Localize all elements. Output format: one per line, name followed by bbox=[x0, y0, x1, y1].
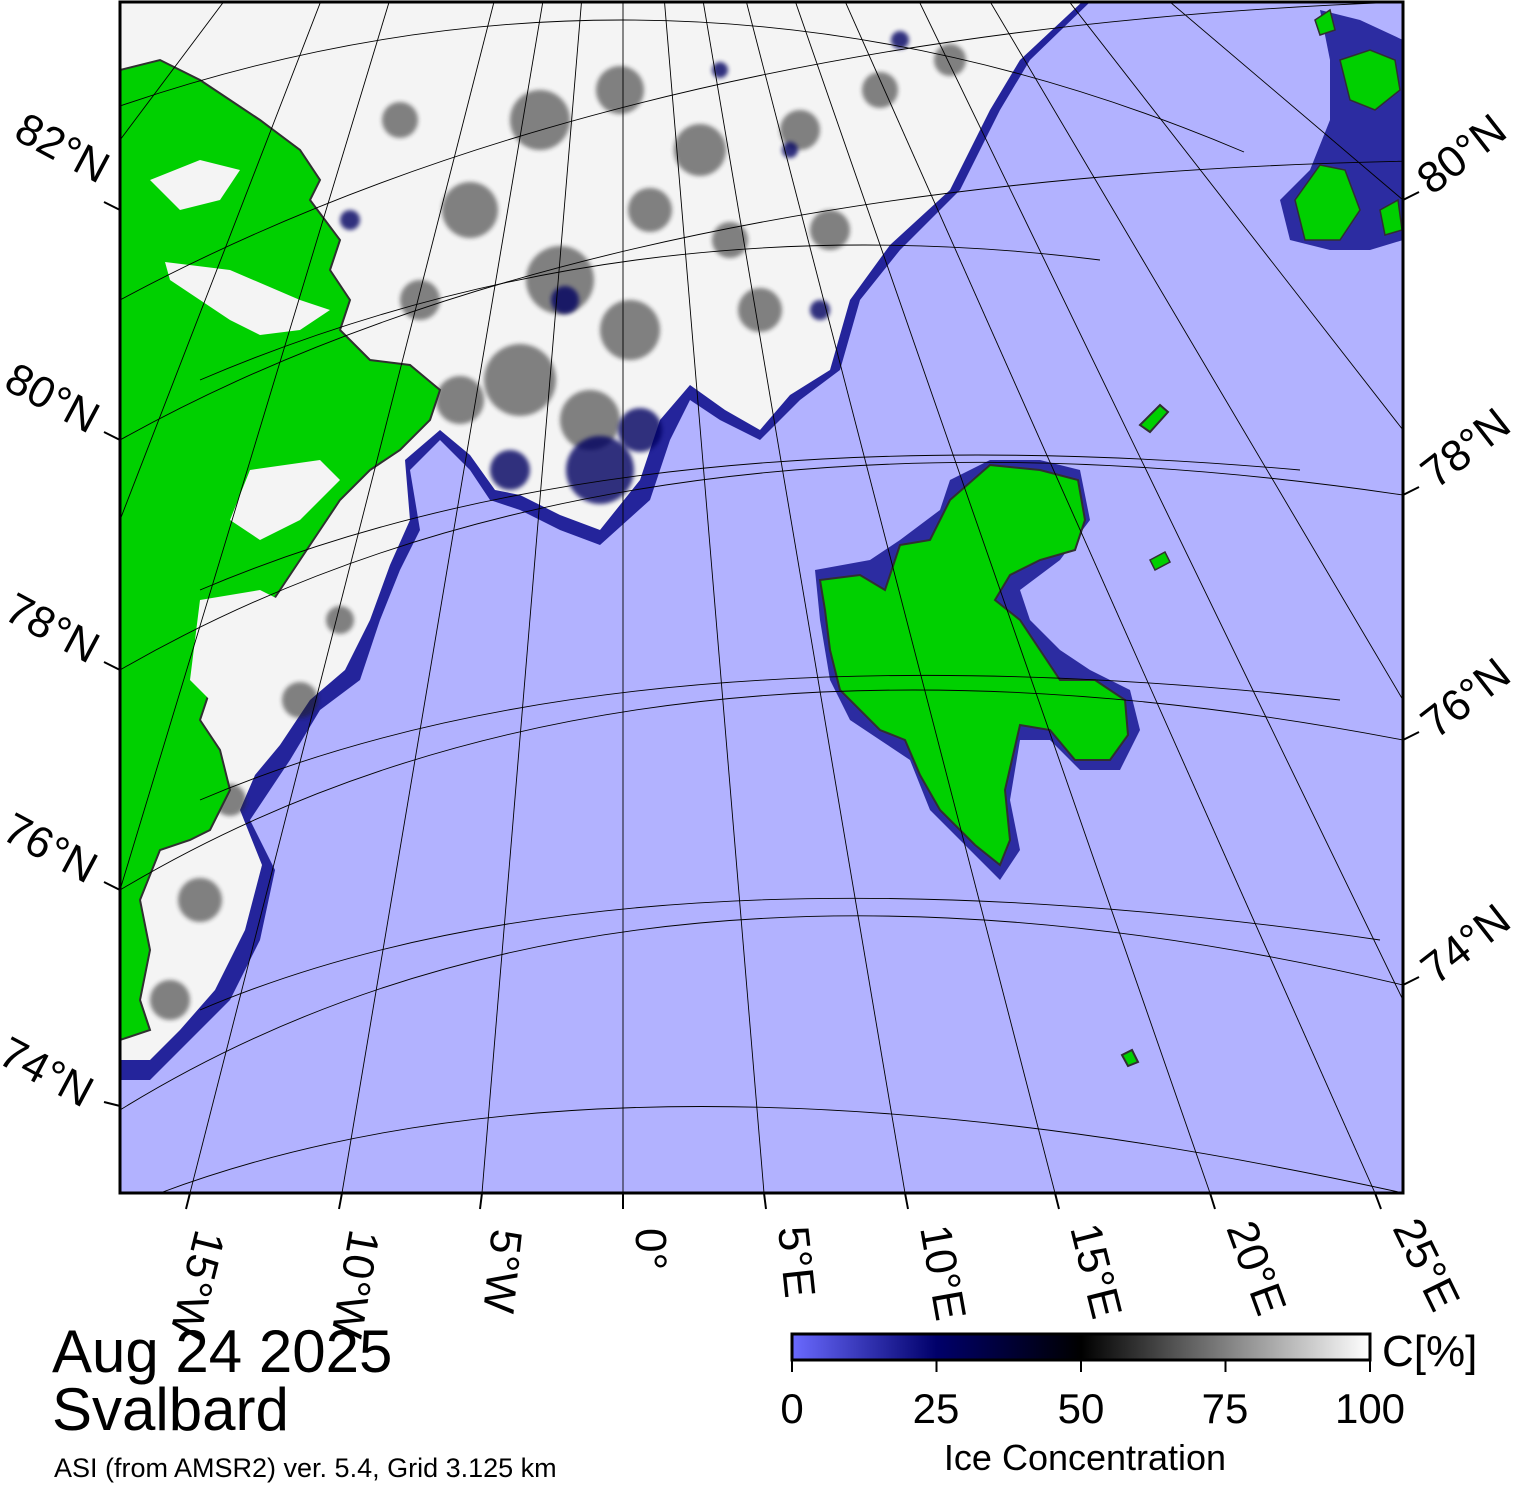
meridian-5e bbox=[664, 2, 765, 1193]
frame-ticks bbox=[103, 191, 1420, 1210]
lat-label-left: 76°N bbox=[0, 804, 105, 893]
lat-label-left: 74°N bbox=[0, 1028, 101, 1117]
lat-label-right: 80°N bbox=[1408, 105, 1516, 204]
lon-label: 5°W bbox=[473, 1227, 531, 1316]
greenland-land bbox=[120, 58, 442, 1042]
map-region: Svalbard bbox=[52, 1376, 289, 1443]
meridian-10e bbox=[702, 2, 906, 1193]
lat-label-left: 82°N bbox=[7, 104, 117, 193]
meridian-25e bbox=[844, 2, 1376, 1193]
lon-label: 20°E bbox=[1217, 1215, 1296, 1322]
graticule bbox=[120, 2, 1403, 1193]
map-date: Aug 24 2025 bbox=[52, 1318, 393, 1385]
map-frame bbox=[118, 0, 1405, 1195]
colorbar-title: Ice Concentration bbox=[943, 1437, 1227, 1478]
parallel-82n bbox=[120, 19, 1245, 153]
lat-label-left: 80°N bbox=[0, 354, 107, 443]
colorbar-tick: 50 bbox=[1057, 1385, 1105, 1432]
lon-label: 15°E bbox=[1060, 1219, 1131, 1324]
colorbar-tick: 75 bbox=[1201, 1385, 1249, 1432]
meridians bbox=[120, 2, 1403, 1193]
lat-label-right: 74°N bbox=[1412, 895, 1519, 994]
lon-label: 5°E bbox=[768, 1224, 824, 1300]
colorbar-gradient bbox=[790, 1332, 1372, 1362]
lat-label-right: 76°N bbox=[1412, 649, 1519, 748]
parallel-80n bbox=[120, 160, 1403, 441]
colorbar-unit: C[%] bbox=[1382, 1327, 1478, 1376]
product-info: ASI (from AMSR2) ver. 5.4, Grid 3.125 km bbox=[54, 1453, 557, 1483]
parallel-74n bbox=[120, 915, 1403, 1111]
colorbar-tick: 100 bbox=[1334, 1385, 1406, 1432]
colorbar bbox=[790, 1332, 1372, 1372]
meridian-5w bbox=[481, 2, 582, 1193]
lon-label: 25°E bbox=[1383, 1211, 1469, 1319]
sea-ice-pack bbox=[120, 2, 1082, 1060]
lon-label: 10°E bbox=[910, 1221, 975, 1324]
meridian-10w bbox=[341, 2, 544, 1193]
lat-label-left: 78°N bbox=[0, 584, 107, 673]
parallel-78n bbox=[120, 461, 1403, 671]
lon-label: 0° bbox=[626, 1228, 675, 1270]
parallel-76n bbox=[120, 689, 1403, 891]
lat-label-right: 78°N bbox=[1412, 399, 1519, 498]
meridian-20e bbox=[795, 2, 1211, 1193]
meridian-15w bbox=[189, 2, 495, 1193]
franz-josef-land bbox=[1280, 8, 1403, 250]
colorbar-tick: 25 bbox=[912, 1385, 960, 1432]
colorbar-tick: 0 bbox=[780, 1385, 804, 1432]
meridian-15e bbox=[745, 2, 1056, 1193]
